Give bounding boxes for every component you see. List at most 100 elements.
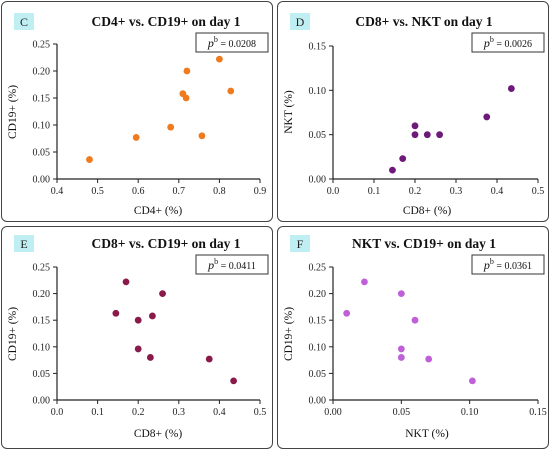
x-tick-label: 0.1 <box>91 407 104 418</box>
x-tick-label: 0.10 <box>461 407 479 418</box>
data-point <box>361 278 368 286</box>
y-tick-label: 0.15 <box>309 316 327 327</box>
x-tick-label: 0.7 <box>173 186 186 197</box>
p-value-annotation: pb = 0.0361 <box>483 257 532 272</box>
x-tick-label: 0.4 <box>213 407 226 418</box>
p-value-box <box>471 32 545 53</box>
x-tick-label: 0.00 <box>324 407 342 418</box>
x-axis-label: NKT (%) <box>405 428 449 440</box>
y-tick-label: 0.05 <box>33 148 51 159</box>
y-tick-label: 0.25 <box>309 263 327 274</box>
data-point <box>205 355 213 363</box>
data-point <box>343 309 351 317</box>
data-point <box>469 377 476 385</box>
data-point <box>507 85 515 92</box>
data-point <box>227 87 235 95</box>
y-tick-label: 0.20 <box>309 289 327 300</box>
panel-letter: C <box>20 15 28 29</box>
data-point <box>159 290 166 297</box>
panel-letter-box <box>290 13 310 30</box>
y-tick-label: 0.15 <box>33 94 51 105</box>
x-tick-label: 0.5 <box>254 407 267 418</box>
data-point <box>86 156 93 163</box>
y-tick-label: 0.10 <box>309 342 327 353</box>
x-axis-label: CD8+ (%) <box>403 205 451 217</box>
x-tick-label: 0.3 <box>173 407 186 418</box>
x-tick-label: 0.4 <box>51 186 64 197</box>
data-point <box>423 131 431 139</box>
y-axis-label: NKT (%) <box>283 90 295 134</box>
x-tick-label: 0.5 <box>532 186 545 197</box>
data-point <box>149 312 156 320</box>
y-tick-label: 0.10 <box>309 86 327 97</box>
data-point <box>425 355 433 363</box>
data-point <box>411 131 419 139</box>
data-point <box>216 55 223 63</box>
data-point <box>146 354 154 361</box>
data-point <box>112 309 120 317</box>
x-tick-label: 0.6 <box>132 186 145 197</box>
y-tick-label: 0.20 <box>33 67 51 78</box>
p-value-box <box>195 254 269 275</box>
y-tick-label: 0.05 <box>309 130 327 141</box>
y-tick-label: 0.00 <box>309 175 327 186</box>
x-tick-label: 0.2 <box>409 186 422 197</box>
data-point <box>132 134 140 141</box>
x-tick-label: 0.0 <box>51 407 64 418</box>
panel-frame-c <box>1 1 273 222</box>
panel-letter: F <box>297 237 304 251</box>
panel-letter: D <box>296 15 305 29</box>
data-point <box>411 122 419 130</box>
panel-frame-e <box>1 226 273 449</box>
data-point <box>399 155 407 163</box>
data-point <box>389 166 396 174</box>
x-tick-label: 0.05 <box>393 407 411 418</box>
y-tick-label: 0.15 <box>309 42 327 53</box>
p-value-box <box>195 32 269 53</box>
x-axis-label: CD8+ (%) <box>134 428 182 440</box>
p-value-annotation: pb = 0.0026 <box>483 35 532 50</box>
y-tick-label: 0.05 <box>33 369 51 380</box>
p-value-annotation: pb = 0.0208 <box>207 35 256 50</box>
y-axis-label: CD19+ (%) <box>7 307 19 361</box>
panel-letter-box <box>290 235 310 252</box>
data-point <box>397 354 405 361</box>
x-tick-label: 0.9 <box>254 186 267 197</box>
panel-letter-box <box>14 235 34 252</box>
data-point <box>134 345 142 353</box>
data-point <box>183 67 191 75</box>
y-tick-label: 0.00 <box>309 396 327 407</box>
x-tick-label: 0.3 <box>450 186 463 197</box>
x-tick-label: 0.1 <box>368 186 381 197</box>
y-axis-label: CD19+ (%) <box>283 307 295 361</box>
panel-frame-f <box>277 226 549 449</box>
y-tick-label: 0.00 <box>33 396 51 407</box>
x-axis-label: CD4+ (%) <box>134 205 182 217</box>
panel-frame-d <box>277 1 549 222</box>
y-tick-label: 0.05 <box>309 369 327 380</box>
y-tick-label: 0.20 <box>33 289 51 300</box>
y-tick-label: 0.10 <box>33 121 51 132</box>
chart-title: NKT vs. CD19+ on day 1 <box>352 236 496 251</box>
data-point <box>230 377 238 385</box>
data-point <box>397 345 405 353</box>
data-point <box>122 278 130 286</box>
panel-letter: E <box>20 237 27 251</box>
y-tick-label: 0.25 <box>33 263 51 274</box>
x-tick-label: 0.0 <box>327 186 340 197</box>
data-point <box>182 94 190 102</box>
x-tick-label: 0.2 <box>132 407 145 418</box>
y-tick-label: 0.10 <box>33 342 51 353</box>
chart-title: CD8+ vs. NKT on day 1 <box>355 14 492 29</box>
x-tick-label: 0.8 <box>213 186 226 197</box>
data-point <box>483 113 491 121</box>
data-point <box>134 316 142 324</box>
panel-letter-box <box>14 13 34 30</box>
x-tick-label: 0.4 <box>491 186 504 197</box>
y-tick-label: 0.00 <box>33 175 51 186</box>
y-tick-label: 0.25 <box>33 40 51 51</box>
